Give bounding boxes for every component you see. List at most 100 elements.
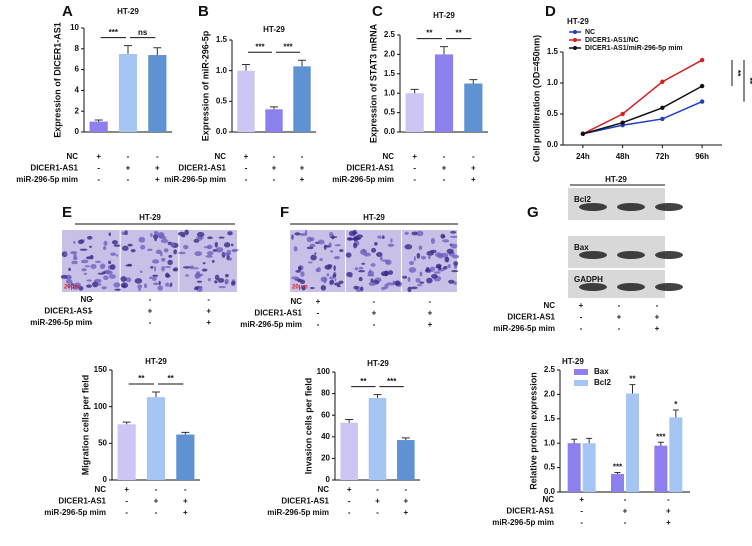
cell xyxy=(309,286,315,290)
cell xyxy=(140,244,146,250)
legend-label: DICER1-AS1/miR-296-5p mim xyxy=(585,45,683,52)
cell xyxy=(170,242,175,248)
cell xyxy=(194,251,203,257)
cell xyxy=(184,229,189,236)
cell xyxy=(363,252,372,257)
cell xyxy=(126,277,132,283)
cell xyxy=(426,250,434,256)
cell xyxy=(72,284,79,290)
cell xyxy=(404,244,413,250)
cell xyxy=(86,284,92,288)
condition-sign: + xyxy=(155,164,160,173)
cell xyxy=(127,243,133,247)
cell xyxy=(231,248,239,252)
condition-sign: - xyxy=(90,307,93,316)
y-tick-label: 1.0 xyxy=(216,66,228,75)
cell xyxy=(453,261,459,266)
y-axis-label: Relative protein expression xyxy=(528,372,538,490)
error-bar xyxy=(153,47,162,56)
cell xyxy=(408,267,417,273)
cell xyxy=(327,264,333,268)
significance-label: *** xyxy=(613,463,623,472)
y-tick-label: 0.5 xyxy=(384,108,396,117)
bar xyxy=(611,473,624,492)
bar xyxy=(237,70,255,132)
condition-sign: - xyxy=(404,485,407,494)
cell xyxy=(116,254,119,257)
cell xyxy=(358,267,364,270)
y-tick-label: 20 xyxy=(321,454,330,463)
cell xyxy=(310,254,317,261)
bar xyxy=(434,54,454,132)
cell xyxy=(211,259,215,263)
condition-sign: - xyxy=(125,508,128,517)
cell xyxy=(339,249,344,252)
cell xyxy=(306,236,312,243)
y-tick-label: 6 xyxy=(75,65,80,74)
y-tick-label: 80 xyxy=(321,389,330,398)
cell xyxy=(416,252,421,259)
cell xyxy=(450,243,458,249)
legend-label: DICER1-AS1/NC xyxy=(585,37,639,44)
significance-label: ** xyxy=(745,78,752,85)
significance-label: ** xyxy=(138,374,145,383)
cell xyxy=(95,260,102,263)
cell xyxy=(207,278,211,282)
cell xyxy=(429,266,436,272)
bar xyxy=(293,66,311,132)
cell xyxy=(301,285,306,291)
cell xyxy=(65,279,73,284)
error-bar xyxy=(629,384,636,394)
cell xyxy=(164,265,172,269)
y-tick-label: 0.5 xyxy=(216,96,228,105)
cell xyxy=(411,231,418,236)
significance-label: *** xyxy=(109,28,119,37)
y-tick-label: 0.0 xyxy=(216,127,228,136)
cell xyxy=(300,271,305,277)
cell xyxy=(84,265,91,268)
cell xyxy=(387,243,395,247)
chart-title: HT-29 xyxy=(263,25,285,34)
condition-sign: + xyxy=(155,175,160,184)
cell xyxy=(333,255,341,260)
line xyxy=(582,59,703,135)
blot-band xyxy=(579,251,607,259)
bar xyxy=(146,397,166,480)
y-tick-label: 40 xyxy=(321,432,330,441)
cell xyxy=(449,235,458,238)
error-bar xyxy=(152,391,160,398)
condition-sign: - xyxy=(97,175,100,184)
cell xyxy=(99,263,106,270)
cell xyxy=(83,272,88,275)
cell xyxy=(228,257,233,261)
condition-sign: + xyxy=(124,485,129,494)
condition-sign: + xyxy=(272,164,277,173)
cell xyxy=(111,240,118,245)
cell xyxy=(189,265,195,270)
cell xyxy=(222,252,231,256)
condition-label: miR-296-5p mim xyxy=(30,318,92,327)
condition-label: NC xyxy=(66,152,78,161)
condition-label: DICER1-AS1 xyxy=(44,307,92,316)
cell xyxy=(420,255,427,260)
condition-label: NC xyxy=(543,301,555,310)
bar xyxy=(464,83,483,132)
y-tick-label: 1.5 xyxy=(216,35,228,44)
cell xyxy=(419,271,423,277)
cell xyxy=(218,285,227,289)
cell xyxy=(402,275,408,279)
y-tick-label: 1.0 xyxy=(547,78,559,87)
cell xyxy=(193,238,200,243)
condition-sign: - xyxy=(618,301,621,310)
cell xyxy=(161,257,166,262)
cell xyxy=(299,279,306,285)
condition-sign: - xyxy=(317,309,320,318)
cell xyxy=(374,242,378,246)
condition-sign: - xyxy=(207,295,210,304)
bar xyxy=(117,424,136,480)
cell xyxy=(328,242,332,248)
y-tick-label: 100 xyxy=(317,367,331,376)
condition-label: miR-296-5p mim xyxy=(44,508,106,517)
error-bar xyxy=(373,394,382,398)
